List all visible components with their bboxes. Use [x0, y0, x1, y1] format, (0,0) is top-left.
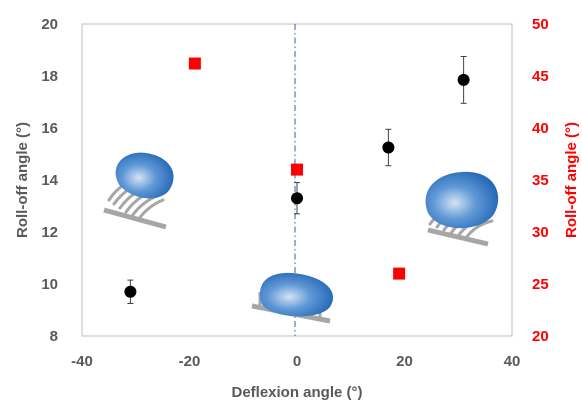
point-circle-0 [124, 285, 137, 298]
x-tick-labels: -40 -20 0 20 40 [71, 353, 520, 370]
point-circle-2 [382, 141, 395, 154]
y-tick-label-3: 14 [41, 172, 58, 189]
y-tick-labels: 8 10 12 14 16 18 20 [41, 16, 58, 345]
y2-tick-label-2: 30 [532, 224, 549, 241]
x-tick-label-1: -20 [179, 353, 201, 370]
x-tick-label-3: 20 [396, 353, 413, 370]
y-tick-label-2: 12 [41, 224, 58, 241]
y2-tick-label-5: 45 [532, 68, 549, 85]
y-axis-title: Roll-off angle (°) [14, 122, 31, 238]
data-marks [124, 56, 470, 304]
plot-frame [81, 23, 513, 337]
droplet-left-tilted-icon [103, 152, 174, 230]
x-tick-label-4: 40 [504, 353, 521, 370]
y2-tick-label-6: 50 [532, 16, 549, 33]
point-square-2 [393, 267, 406, 280]
y2-tick-label-3: 35 [532, 172, 549, 189]
x-tick-label-0: -40 [71, 353, 93, 370]
point-circle-3 [457, 73, 470, 86]
y2-tick-labels: 20 25 30 35 40 45 50 [532, 16, 549, 345]
y-tick-label-0: 8 [50, 328, 58, 345]
point-circle-1 [291, 192, 303, 205]
droplet-right-tilted-icon [425, 171, 499, 247]
y2-tick-label-1: 25 [532, 276, 549, 293]
y2-tick-label-4: 40 [532, 120, 549, 137]
x-tick-label-2: 0 [293, 353, 301, 370]
point-square-1 [291, 163, 303, 176]
y-tick-label-1: 10 [41, 276, 58, 293]
y2-axis-title: Roll-off angle (°) [563, 122, 580, 238]
y-tick-label-4: 16 [41, 120, 58, 137]
y-tick-label-5: 18 [41, 68, 58, 85]
point-square-0 [188, 57, 201, 70]
x-axis-title: Deflexion angle (°) [231, 384, 362, 401]
y-tick-label-6: 20 [41, 16, 58, 33]
droplet-center-upright-icon [251, 272, 334, 324]
y2-tick-label-0: 20 [532, 328, 549, 345]
